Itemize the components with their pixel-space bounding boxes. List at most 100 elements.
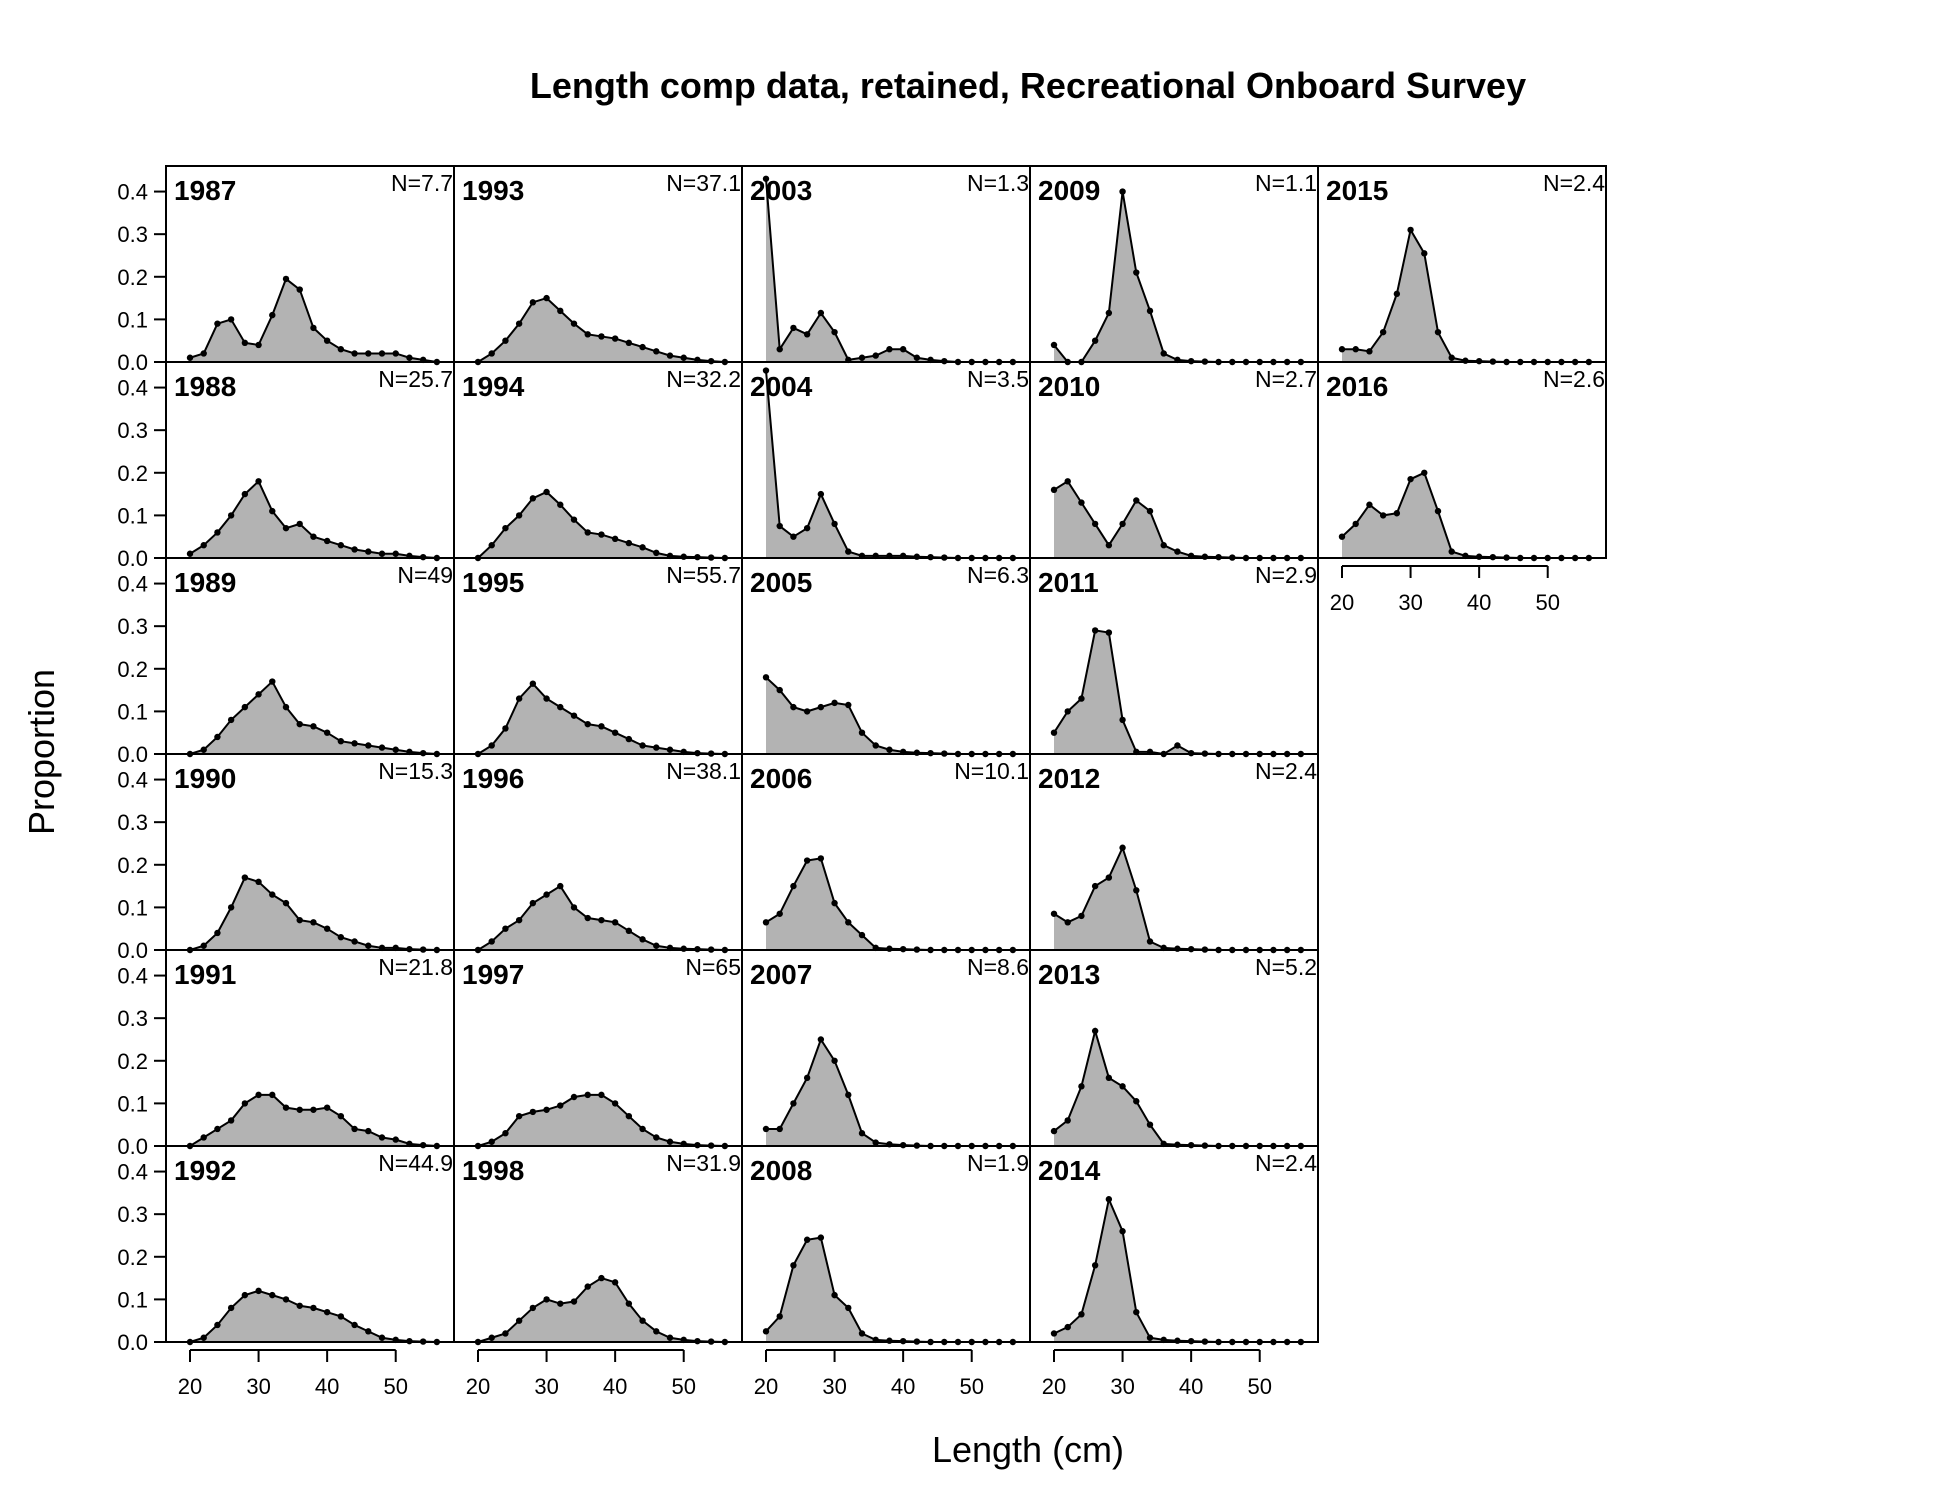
point-2004-20 <box>762 367 770 374</box>
area-1987 <box>190 278 437 362</box>
point-1993-34 <box>570 320 578 327</box>
year-label-2012: 2012 <box>1038 763 1100 794</box>
y-tick-label-1987-0.1: 0.1 <box>117 307 148 332</box>
point-1990-38 <box>310 919 317 926</box>
area-2011 <box>1054 630 1301 754</box>
point-2007-36 <box>872 1139 879 1146</box>
point-2014-28 <box>1105 1196 1113 1203</box>
area-1997 <box>478 1094 725 1146</box>
point-1995-36 <box>584 720 591 728</box>
n-label-1990: N=15.3 <box>378 758 453 784</box>
point-1987-46 <box>365 350 372 357</box>
point-2015-20 <box>1338 346 1346 353</box>
n-label-2012: N=2.4 <box>1255 758 1317 784</box>
point-1998-38 <box>598 1274 605 1282</box>
point-1991-42 <box>337 1112 345 1120</box>
panel-2012: 2012 N=2.4 <box>1029 753 1319 954</box>
point-1992-40 <box>323 1308 331 1316</box>
n-label-2007: N=8.6 <box>967 954 1029 980</box>
year-label-2007: 2007 <box>750 959 812 990</box>
point-1998-32 <box>557 1300 564 1307</box>
point-1989-50 <box>392 746 399 753</box>
y-axis-title: Proportion <box>21 669 62 835</box>
point-1993-38 <box>598 333 605 340</box>
point-1997-22 <box>488 1138 495 1145</box>
x-tick-label-2014-30: 30 <box>1110 1374 1134 1399</box>
area-1992 <box>190 1290 437 1342</box>
point-1992-48 <box>378 1334 386 1341</box>
year-label-2005: 2005 <box>750 567 812 598</box>
point-1988-26 <box>227 512 235 519</box>
point-2006-24 <box>790 882 797 890</box>
y-tick-label-1989-0.3: 0.3 <box>117 614 148 639</box>
point-1991-22 <box>200 1134 207 1141</box>
point-2010-22 <box>1064 478 1071 485</box>
x-tick-label-1998-30: 30 <box>534 1374 558 1399</box>
y-tick-label-1991-0.4: 0.4 <box>117 964 148 989</box>
point-2014-20 <box>1050 1330 1058 1337</box>
point-1987-48 <box>378 350 386 357</box>
y-tick-label-1988-0.1: 0.1 <box>117 503 148 528</box>
point-2012-22 <box>1064 919 1071 926</box>
y-tick-label-1991-0.1: 0.1 <box>117 1091 148 1116</box>
point-2006-28 <box>817 855 825 862</box>
point-1997-34 <box>570 1093 578 1101</box>
point-1994-32 <box>557 501 564 508</box>
panel-2009: 2009 N=1.1 <box>1029 165 1319 366</box>
point-1988-40 <box>323 537 331 545</box>
point-1992-32 <box>269 1291 276 1299</box>
n-label-2014: N=2.4 <box>1255 1150 1317 1176</box>
point-2015-22 <box>1352 346 1359 353</box>
point-1996-38 <box>598 916 605 924</box>
x-tick-label-2014-20: 20 <box>1042 1374 1066 1399</box>
point-1989-28 <box>241 703 249 711</box>
point-2013-32 <box>1133 1098 1140 1105</box>
point-2005-26 <box>803 708 811 715</box>
n-label-1994: N=32.2 <box>666 366 741 392</box>
panel-1995: 1995 N=55.7 <box>453 557 743 758</box>
panel-1992: 1992 N=44.9 0.0 0.1 0.2 0.3 0.4 20 30 40 50 <box>117 1145 455 1399</box>
x-tick-label-1998-40: 40 <box>603 1374 627 1399</box>
y-tick-label-1990-0.1: 0.1 <box>117 895 148 920</box>
point-2005-22 <box>776 686 783 694</box>
year-label-1991: 1991 <box>174 959 236 990</box>
point-2004-28 <box>817 490 825 498</box>
point-2008-22 <box>776 1313 783 1320</box>
y-tick-label-1989-0.2: 0.2 <box>117 657 148 682</box>
point-1990-46 <box>365 942 372 949</box>
point-1990-26 <box>227 904 235 911</box>
point-1993-48 <box>666 352 674 359</box>
y-tick-label-1987-0.3: 0.3 <box>117 222 148 247</box>
panel-1993: 1993 N=37.1 <box>453 165 743 366</box>
point-1991-44 <box>351 1125 358 1133</box>
point-1991-36 <box>296 1106 303 1113</box>
point-1989-40 <box>323 729 331 736</box>
y-tick-label-1990-0.0: 0.0 <box>117 938 148 963</box>
point-1997-42 <box>625 1112 633 1120</box>
point-2004-22 <box>776 522 783 530</box>
panel-frame-2016 <box>1317 361 1607 559</box>
area-2008 <box>766 1237 1013 1342</box>
area-1991 <box>190 1094 437 1146</box>
point-2007-32 <box>845 1091 852 1099</box>
point-1996-22 <box>488 938 495 945</box>
point-1989-44 <box>351 740 358 747</box>
point-2011-20 <box>1050 729 1058 736</box>
point-1994-30 <box>543 488 550 496</box>
point-1995-28 <box>529 680 537 687</box>
area-2014 <box>1054 1199 1301 1342</box>
n-label-2005: N=6.3 <box>967 562 1029 588</box>
point-1992-36 <box>296 1302 303 1309</box>
point-2003-38 <box>886 346 893 353</box>
point-1992-26 <box>227 1304 235 1312</box>
point-1987-38 <box>310 324 317 332</box>
area-1989 <box>190 681 437 754</box>
point-1990-28 <box>241 874 249 881</box>
panel-2013: 2013 N=5.2 <box>1029 949 1319 1150</box>
line-2009 <box>1053 191 1301 363</box>
point-1997-32 <box>557 1102 564 1109</box>
point-1995-26 <box>515 695 523 702</box>
panel-1994: 1994 N=32.2 <box>453 361 743 562</box>
point-1995-24 <box>502 725 509 732</box>
point-1990-22 <box>200 942 207 949</box>
